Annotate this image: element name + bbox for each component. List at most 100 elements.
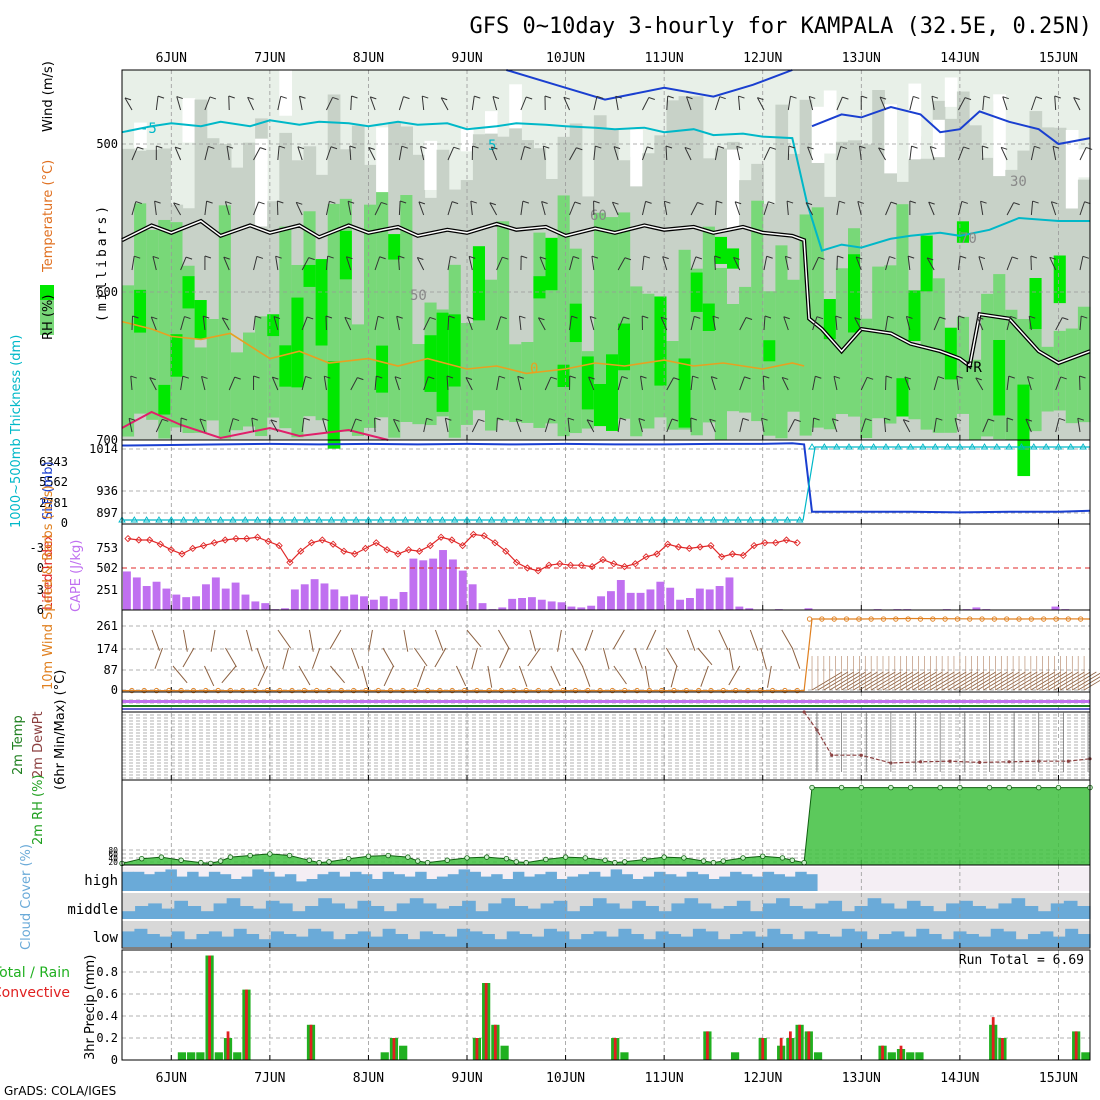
wind10m-marker	[856, 616, 862, 622]
precip-frame	[121, 949, 1091, 1061]
precip-conv-bar	[899, 1045, 903, 1060]
cape-bar	[231, 582, 240, 610]
precip-conv-label: Convective	[0, 985, 70, 1001]
wind10m-barb	[311, 647, 321, 669]
upper-wind-barb	[520, 96, 527, 111]
upper-wind-barb	[1028, 316, 1032, 331]
wind10m-marker	[264, 687, 271, 694]
cloud-bar	[736, 900, 751, 919]
cloud-bar	[645, 906, 659, 919]
rh-band-bright	[678, 358, 692, 428]
upper-wind-barb-flag	[1079, 375, 1086, 379]
upper-wind-barb-flag	[907, 255, 915, 259]
thickness-marker	[179, 516, 188, 523]
rh2m-marker	[523, 859, 529, 866]
upper-wind-barb	[295, 202, 303, 216]
upper-wind-barb	[783, 316, 789, 331]
cloud-bar	[697, 903, 712, 919]
precip-panel: 0.8 0.6 0.4 0.2 0 Run Total = 6.69	[96, 949, 1091, 1067]
rh-band-mid	[884, 265, 897, 424]
upper-wind-barb	[617, 376, 623, 391]
upper-wind-barb-flag	[497, 417, 504, 421]
cloud-bar	[491, 874, 503, 891]
upper-wind-barb-flag	[786, 200, 794, 204]
upper-wind-barb-flag	[162, 418, 169, 422]
upper-wind-barb	[905, 316, 911, 331]
upper-wind-barb-flag	[936, 417, 943, 421]
wind10m-barb-dense	[959, 671, 991, 691]
upper-wind-barb-flag	[783, 316, 790, 320]
rh-band-dry	[279, 70, 292, 116]
upper-wind-barb	[1027, 376, 1032, 391]
upper-wind-barb-flag	[251, 417, 258, 421]
thickness-marker	[327, 516, 336, 523]
thickness-marker	[956, 443, 964, 450]
li-marker	[405, 546, 413, 554]
rh-band-bright	[908, 290, 922, 342]
upper-wind-barb-flag	[259, 147, 267, 151]
rh-band-bright	[593, 384, 607, 427]
rh2m-marker	[809, 784, 815, 791]
rh-band-bright	[170, 334, 184, 377]
rh-band-mid	[956, 316, 970, 414]
contour-label: 30	[1010, 174, 1027, 190]
upper-wind-barb-flag	[128, 417, 136, 421]
upper-wind-barb-flag	[541, 201, 548, 204]
rh-band-bright	[388, 234, 401, 260]
rh2m-marker	[986, 784, 993, 791]
wind10m-marker	[301, 687, 308, 694]
upper-wind-barb-flag	[1013, 202, 1020, 206]
upper-wind-barb	[690, 376, 694, 391]
upper-wind-barb-flag	[769, 146, 777, 150]
wind10m-marker	[387, 687, 394, 694]
wind10m-barb	[256, 647, 265, 669]
upper-wind-barb-flag	[543, 145, 550, 149]
upper-wind-barb	[660, 317, 668, 331]
rh-band-bright	[702, 303, 716, 331]
thickness-marker	[1005, 443, 1013, 450]
upper-wind-barb-flag	[832, 418, 839, 422]
cloud-bar	[308, 928, 322, 947]
li-marker	[772, 539, 780, 547]
upper-wind-barb-flag	[809, 95, 816, 99]
cloud-bar	[965, 934, 979, 947]
upper-wind-barb-flag	[137, 146, 144, 150]
li-marker	[750, 541, 758, 550]
upper-wind-barb-flag	[931, 95, 939, 99]
cloud-bar	[568, 939, 582, 947]
cloud-bar	[719, 876, 731, 891]
cloud-bar	[350, 871, 362, 891]
wind10m-marker	[1028, 616, 1034, 622]
li-marker	[566, 561, 575, 569]
wind10m-marker	[498, 687, 505, 694]
upper-wind-barb-flag	[619, 417, 627, 421]
wind10m-marker	[905, 616, 911, 622]
wind10m-marker	[954, 616, 961, 622]
upper-wind-barb	[786, 201, 789, 216]
cloud-bar	[174, 900, 189, 919]
rh-band-bright	[823, 299, 837, 340]
rh2m-marker	[424, 859, 431, 866]
cloud-bar	[396, 903, 411, 919]
wind10m-barb-dense	[1012, 671, 1044, 691]
upper-wind-barb	[933, 316, 941, 331]
cloud-bar	[941, 939, 955, 947]
cloud-bar	[1040, 931, 1054, 947]
upper-wind-barb-flag	[1062, 317, 1069, 321]
cape-bar	[626, 592, 635, 610]
wind10m-barb	[368, 629, 373, 652]
cloud-bar	[654, 871, 666, 891]
upper-wind-barb	[277, 96, 282, 111]
rh2m-marker	[661, 854, 667, 860]
upper-wind-barb	[368, 147, 376, 161]
upper-wind-barb-flag	[837, 255, 844, 259]
upper-wind-barb	[805, 202, 814, 216]
wind10m-marker	[449, 687, 455, 694]
li-marker	[448, 536, 456, 544]
upper-wind-barb	[763, 201, 769, 216]
rh2m-marker	[139, 855, 145, 862]
date-label-top: 8JUN	[353, 51, 384, 66]
upper-wind-barb-flag	[299, 95, 306, 99]
cloud-bar	[675, 876, 688, 891]
cloud-bar	[501, 898, 516, 919]
